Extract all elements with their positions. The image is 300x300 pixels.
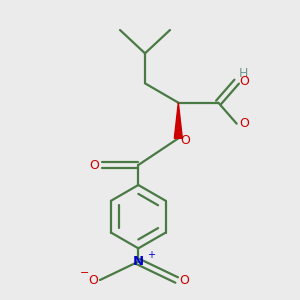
Text: N: N <box>133 255 144 268</box>
Text: H: H <box>239 67 248 80</box>
Text: −: − <box>80 268 89 278</box>
Text: O: O <box>179 274 189 286</box>
Text: O: O <box>181 134 190 146</box>
Polygon shape <box>174 103 182 138</box>
Text: O: O <box>89 158 99 172</box>
Text: O: O <box>239 117 249 130</box>
Text: +: + <box>147 250 155 260</box>
Text: O: O <box>239 75 249 88</box>
Text: O: O <box>88 274 98 286</box>
